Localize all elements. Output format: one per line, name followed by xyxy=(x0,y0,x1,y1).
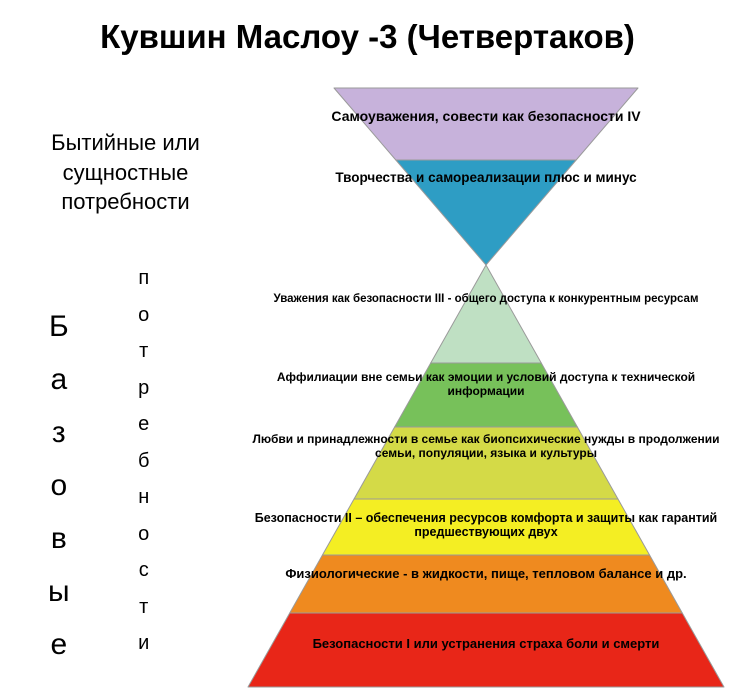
page-title: Кувшин Маслоу -3 (Четвертаков) xyxy=(0,18,735,56)
bottom-band-2: Любви и принадлежности в семье как биопс… xyxy=(246,433,726,461)
vertical-label-basic: Базовые xyxy=(48,300,70,671)
vertical-label-needs: потребности xyxy=(138,260,149,662)
top-band-1: Творчества и самореализации плюс и минус xyxy=(246,170,726,186)
label-layer: Самоуважения, совести как безопасности I… xyxy=(246,80,726,695)
bottom-band-1: Аффилиации вне семьи как эмоции и услови… xyxy=(246,371,726,399)
subtitle: Бытийные или сущностные потребности xyxy=(18,128,233,217)
bottom-band-4: Физиологические - в жидкости, пище, тепл… xyxy=(246,567,726,582)
top-band-0: Самоуважения, совести как безопасности I… xyxy=(246,108,726,124)
bottom-band-0: Уважения как безопасности III - общего д… xyxy=(246,293,726,306)
hourglass-diagram: Самоуважения, совести как безопасности I… xyxy=(246,80,726,695)
bottom-band-5: Безопасности I или устранения страха бол… xyxy=(246,637,726,652)
bottom-band-3: Безопасности II – обеспечения ресурсов к… xyxy=(246,511,726,540)
